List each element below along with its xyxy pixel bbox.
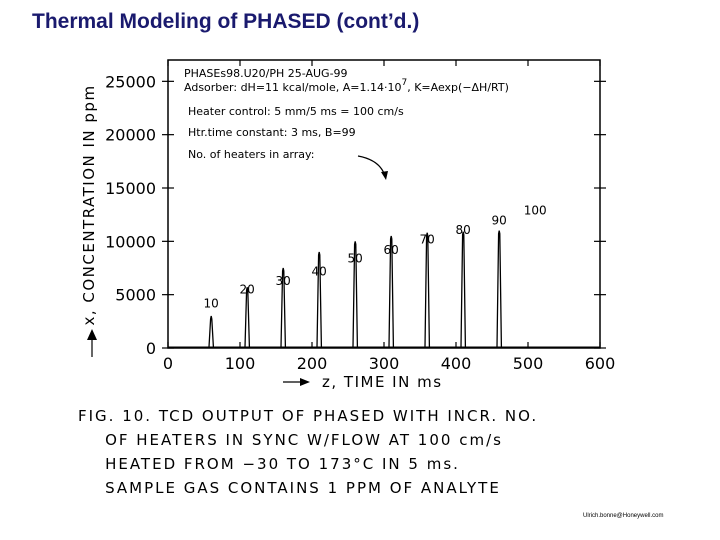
slide-title: Thermal Modeling of PHASED (cont’d.) <box>32 10 420 33</box>
caption-line-3: HEATED FROM −30 TO 173°C IN 5 ms. <box>78 455 460 473</box>
x-tick-label: 0 <box>163 354 173 373</box>
peak-label-10: 10 <box>204 296 219 310</box>
peak-label-90: 90 <box>492 213 507 227</box>
info-line-3: Heater control: 5 mm/5 ms = 100 cm/s <box>188 105 404 118</box>
info-tail: , K=Aexp(−ΔH/RT) <box>407 81 509 94</box>
info-line-4: Htr.time constant: 3 ms, B=99 <box>188 126 356 139</box>
y-ticks: 0 5000 10000 15000 20000 25000 <box>105 72 606 358</box>
peak-70 <box>424 232 431 348</box>
x-tick-label: 200 <box>297 354 328 373</box>
peak-30 <box>280 267 287 348</box>
peak-label-20: 20 <box>240 283 255 297</box>
chart: 0 100 200 300 400 500 600 0 5000 10000 15000 20000… <box>80 59 615 391</box>
y-tick-label: 15000 <box>105 179 156 198</box>
info-line-2-main: Adsorber: dH=11 kcal/mole, A=1.14·10 <box>184 81 401 94</box>
x-ticks: 0 100 200 300 400 500 600 <box>163 60 615 373</box>
caption-line-4: SAMPLE GAS CONTAINS 1 PPM OF ANALYTE <box>78 479 501 497</box>
y-axis-label: x, CONCENTRATION IN ppm <box>80 84 98 325</box>
x-axis-label: z, TIME IN ms <box>322 373 443 391</box>
footer-email: Ulrich.bonne@Honeywell.com <box>583 513 664 519</box>
plot-area <box>167 59 601 349</box>
x-tick-label: 400 <box>441 354 472 373</box>
x-axis-arrow-head <box>300 378 310 386</box>
y-tick-label: 10000 <box>105 232 156 251</box>
peak-label-70: 70 <box>420 232 435 246</box>
info-line-2: Adsorber: dH=11 kcal/mole, A=1.14·107, K… <box>184 78 509 94</box>
peak-label-50: 50 <box>348 252 363 266</box>
caption-line-1: FIG. 10. TCD OUTPUT OF PHASED WITH INCR.… <box>78 407 539 425</box>
y-axis-arrow-head <box>87 329 97 340</box>
y-tick-label: 5000 <box>115 286 156 305</box>
peak-label-40: 40 <box>312 264 327 278</box>
peak-40 <box>316 251 323 348</box>
y-tick-label: 20000 <box>105 126 156 145</box>
peak-labels: 10 20 30 40 50 60 70 80 90 100 <box>204 204 547 311</box>
x-tick-label: 500 <box>513 354 544 373</box>
peak-20 <box>244 287 251 348</box>
info-line-1: PHASEs98.U20/PH 25-AUG-99 <box>184 67 348 80</box>
x-tick-label: 100 <box>225 354 256 373</box>
y-tick-label: 25000 <box>105 72 156 91</box>
peaks <box>168 230 600 348</box>
peak-label-60: 60 <box>384 243 399 257</box>
peak-50 <box>352 241 359 348</box>
x-tick-label: 300 <box>369 354 400 373</box>
annotation-arrowhead <box>381 171 388 180</box>
peak-label-30: 30 <box>276 274 291 288</box>
peak-80 <box>460 231 467 348</box>
peak-10 <box>208 315 215 348</box>
x-tick-label: 600 <box>585 354 616 373</box>
y-tick-label: 0 <box>146 339 156 358</box>
info-line-5: No. of heaters in array: <box>188 148 314 161</box>
info-box: PHASEs98.U20/PH 25-AUG-99 Adsorber: dH=1… <box>184 67 509 161</box>
figure-caption: FIG. 10. TCD OUTPUT OF PHASED WITH INCR.… <box>78 404 718 500</box>
peak-label-80: 80 <box>456 223 471 237</box>
caption-line-2: OF HEATERS IN SYNC W/FLOW AT 100 cm/s <box>78 431 503 449</box>
peak-60 <box>388 235 395 348</box>
peak-90 <box>496 230 503 348</box>
peak-label-100: 100 <box>524 204 547 218</box>
info-exponent: 7 <box>401 78 407 88</box>
